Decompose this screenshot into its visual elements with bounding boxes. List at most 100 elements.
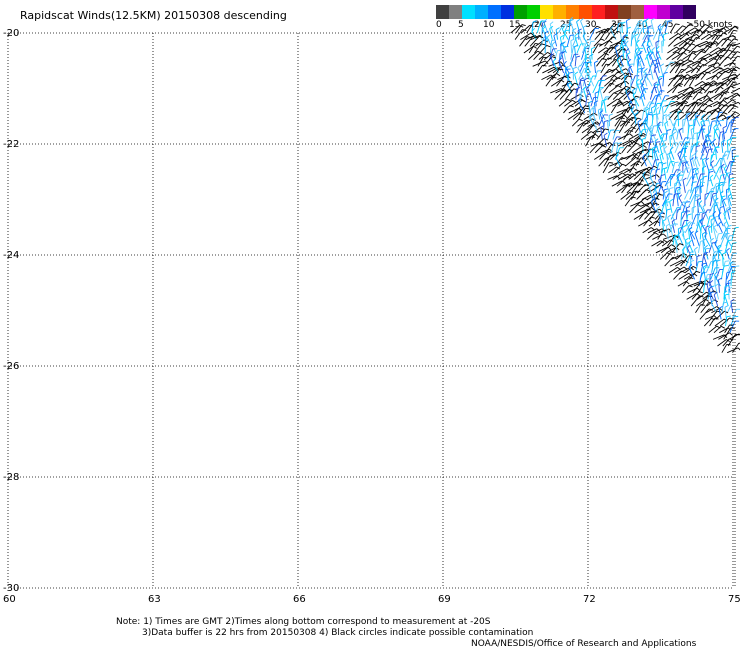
wind-barb-flag: [702, 81, 706, 85]
wind-barb: [731, 42, 740, 47]
wind-barb: [649, 87, 655, 100]
wind-barb-flag: [672, 256, 677, 260]
legend-label: 30: [585, 20, 597, 30]
wind-barb-flag: [709, 280, 714, 284]
wind-barb: [715, 269, 720, 280]
wind-barb-flag: [649, 101, 654, 103]
wind-barb: [716, 70, 726, 80]
wind-barb: [578, 68, 585, 80]
wind-barb: [702, 240, 705, 253]
wind-barb: [608, 166, 617, 174]
wind-barb: [543, 53, 552, 60]
wind-barb: [679, 266, 691, 274]
wind-barb-flag: [682, 102, 687, 105]
wind-barb: [657, 26, 665, 40]
wind-barb-flag: [724, 97, 729, 100]
wind-barb: [680, 255, 689, 267]
wind-barb-flag: [632, 87, 637, 91]
wind-barb: [567, 112, 579, 120]
wind-barb-flag: [722, 91, 727, 95]
wind-barb: [718, 56, 728, 67]
wind-barb: [562, 48, 566, 60]
legend-swatch: [670, 5, 683, 19]
legend-swatch: [683, 5, 696, 19]
wind-barb-flag: [580, 17, 584, 22]
wind-barb: [700, 156, 706, 167]
wind-barb: [641, 108, 645, 120]
wind-barb: [668, 154, 674, 167]
wind-barb: [725, 82, 734, 94]
wind-barb-flag: [723, 82, 728, 85]
legend-swatch: [488, 5, 501, 19]
wind-barb-flag: [663, 71, 668, 74]
wind-barb-flag: [609, 47, 614, 49]
wind-barb: [649, 66, 654, 80]
wind-barb: [615, 157, 621, 167]
wind-barb: [667, 46, 677, 54]
wind-barb-flag: [674, 193, 679, 195]
wind-barb: [722, 338, 730, 347]
wind-barb-flag: [629, 133, 634, 137]
wind-barb: [673, 40, 684, 47]
legend-swatch: [501, 5, 514, 19]
wind-barb: [607, 121, 610, 133]
wind-barb: [709, 47, 719, 54]
wind-barb-flag: [714, 128, 719, 131]
wind-barb: [657, 229, 664, 240]
wind-barb: [713, 127, 720, 140]
wind-barb: [711, 260, 715, 273]
wind-barb: [709, 155, 712, 167]
wind-barb-flag: [694, 230, 699, 234]
wind-barb-flag: [636, 190, 641, 193]
wind-barb-flag: [658, 177, 662, 181]
wind-barb: [557, 74, 568, 81]
wind-barb-flag: [696, 270, 701, 273]
wind-barb: [592, 107, 595, 120]
wind-barb: [661, 163, 663, 173]
wind-barb: [712, 216, 717, 227]
wind-barb-flag: [716, 114, 720, 118]
wind-barb-flag: [689, 250, 694, 254]
wind-barb: [681, 168, 687, 180]
wind-barb: [727, 178, 731, 193]
wind-barb: [697, 291, 707, 300]
wind-barb-flag: [539, 52, 544, 55]
wind-barb: [729, 263, 734, 273]
wind-barb: [724, 240, 729, 253]
wind-barb: [665, 130, 668, 140]
wind-barb-flag: [734, 25, 739, 28]
wind-barb-flag: [721, 49, 726, 52]
wind-barb: [726, 266, 733, 280]
wind-barb-flag: [637, 152, 642, 155]
wind-barb: [635, 157, 642, 167]
wind-barb: [567, 84, 572, 94]
wind-barb-flag: [660, 174, 666, 176]
wind-barb-flag: [662, 162, 667, 165]
wind-barb-flag: [718, 221, 722, 225]
wind-barb: [598, 114, 605, 127]
wind-barb-flag: [605, 158, 610, 161]
wind-barb: [568, 107, 580, 114]
wind-barb: [659, 133, 665, 147]
wind-barb-flag: [678, 83, 683, 85]
wind-barb: [659, 213, 666, 227]
wind-barb: [695, 261, 699, 273]
wind-barb-flag: [578, 31, 582, 35]
wind-barb: [562, 30, 567, 40]
wind-barb: [616, 184, 628, 194]
wind-barb: [645, 154, 653, 167]
wind-barb-flag: [707, 179, 713, 182]
wind-barb: [581, 48, 586, 60]
wind-barb: [606, 98, 618, 107]
wind-barb: [722, 104, 731, 114]
wind-barb: [713, 294, 719, 307]
wind-barb-flag: [653, 150, 658, 154]
wind-barb-flag: [622, 172, 626, 176]
wind-barb-flag: [695, 185, 700, 188]
wind-barb-flag: [678, 231, 682, 235]
wind-barb: [722, 67, 734, 74]
wind-barb-flag: [676, 192, 681, 196]
wind-barb-flag: [521, 24, 526, 26]
wind-barb-flag: [584, 105, 590, 108]
legend-swatch: [618, 5, 631, 19]
